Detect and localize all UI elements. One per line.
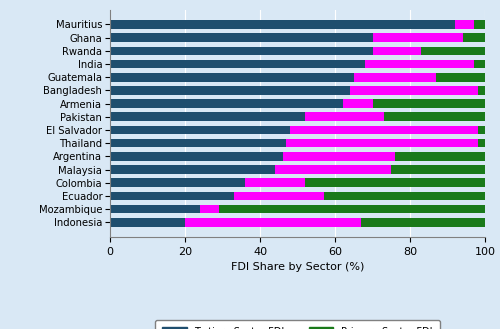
Bar [324,191,485,200]
Bar [421,47,485,55]
Bar [354,73,436,82]
Bar [110,152,282,161]
Bar [305,113,384,121]
Bar [200,205,219,214]
Bar [372,33,462,42]
Bar [110,99,342,108]
Bar [110,73,354,82]
Bar [462,33,485,42]
Bar [110,126,290,134]
Bar [110,113,305,121]
Bar [110,47,372,55]
Bar [305,178,485,187]
Bar [286,139,478,147]
Bar [478,139,485,147]
Legend: Tertiary Sector FDI, Secondary Sector FDI, Primary Sector FDI: Tertiary Sector FDI, Secondary Sector FD… [156,320,440,329]
Bar [474,20,485,29]
Bar [110,205,200,214]
Bar [185,218,361,227]
Bar [474,60,485,68]
Bar [275,165,391,174]
Bar [455,20,474,29]
Bar [342,99,372,108]
Bar [110,191,234,200]
Bar [110,178,245,187]
Bar [290,126,478,134]
Bar [365,60,474,68]
Bar [282,152,395,161]
Bar [478,126,485,134]
Bar [110,60,365,68]
Bar [391,165,485,174]
Bar [110,33,372,42]
Bar [372,99,485,108]
Bar [350,86,478,95]
X-axis label: FDI Share by Sector (%): FDI Share by Sector (%) [231,262,364,272]
Bar [361,218,485,227]
Bar [245,178,305,187]
Bar [219,205,485,214]
Bar [110,139,286,147]
Bar [110,218,185,227]
Bar [384,113,485,121]
Bar [372,47,421,55]
Bar [436,73,485,82]
Bar [234,191,324,200]
Bar [110,86,350,95]
Bar [395,152,485,161]
Bar [110,20,455,29]
Bar [478,86,485,95]
Bar [110,165,275,174]
